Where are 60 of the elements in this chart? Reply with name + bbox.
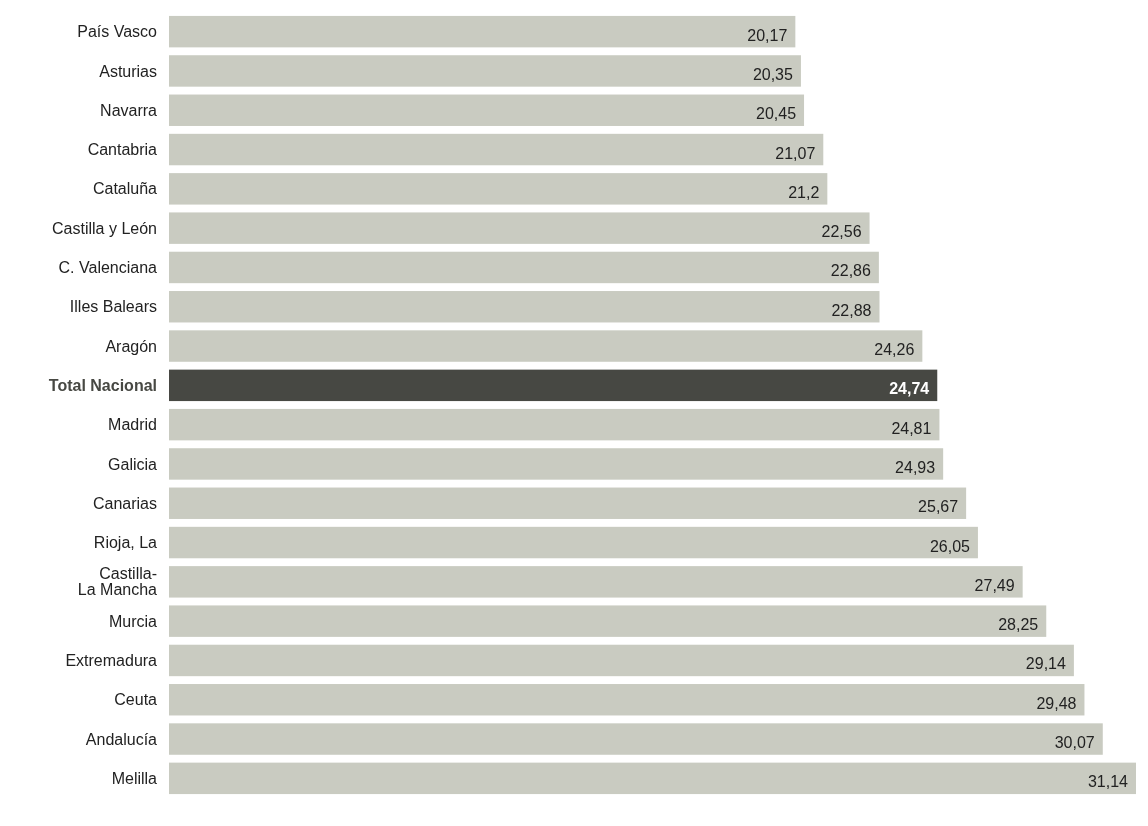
y-tick-label: Rioja, La (93, 534, 158, 552)
bar (169, 94, 805, 126)
bar (169, 55, 801, 87)
y-tick-label: Murcia (108, 612, 158, 630)
data-label: 29,48 (1036, 694, 1077, 712)
data-label: 20,45 (755, 105, 797, 123)
data-label: 21,07 (775, 144, 816, 162)
data-label: 30,07 (1054, 734, 1095, 752)
bar (169, 448, 944, 480)
y-tick-label: Illes Balears (69, 298, 157, 316)
bar (169, 605, 1047, 637)
data-label: 22,86 (830, 262, 871, 280)
data-label: 31,14 (1087, 773, 1129, 791)
y-tick-label: Aragón (105, 337, 157, 355)
data-label: 28,25 (998, 616, 1039, 634)
data-label: 20,35 (752, 65, 794, 83)
y-tick-label: País Vasco (77, 23, 158, 41)
data-label: 22,56 (821, 223, 862, 241)
y-tick-label: Navarra (100, 101, 158, 119)
bar (169, 526, 978, 559)
bar (169, 644, 1074, 677)
bar (169, 251, 879, 284)
data-label: 24,81 (891, 419, 932, 437)
y-tick-label: Castilla- La Mancha (77, 565, 158, 599)
bar (169, 15, 796, 48)
data-label: 20,17 (747, 26, 788, 44)
data-label: 26,05 (929, 537, 971, 555)
y-tick-label: Castilla y León (52, 219, 157, 237)
y-tick-label: Ceuta (114, 691, 158, 709)
data-label: 24,26 (874, 341, 915, 359)
data-label: 29,14 (1025, 655, 1066, 673)
data-label: 24,93 (895, 458, 936, 476)
y-tick-label: C. Valenciana (58, 259, 158, 277)
bar (169, 291, 880, 323)
y-tick-label: Andalucía (85, 730, 158, 748)
y-tick-label: Galicia (108, 455, 158, 473)
y-tick-label: Cataluña (92, 180, 158, 198)
y-tick-label: Asturias (99, 62, 157, 80)
bar (169, 173, 828, 205)
bar (169, 684, 1085, 716)
bar (169, 408, 940, 441)
y-tick-label: Extremadura (65, 652, 158, 670)
bar (169, 762, 1136, 795)
y-tick-label: Total Nacional (48, 376, 157, 394)
data-label: 25,67 (918, 498, 959, 516)
bar (169, 566, 1023, 598)
data-label: 24,74 (889, 380, 930, 398)
y-tick-label: Madrid (108, 416, 157, 434)
data-label: 27,49 (974, 576, 1015, 594)
bar (169, 330, 923, 362)
data-label: 22,88 (831, 301, 872, 319)
bar (169, 133, 824, 166)
y-tick-label: Canarias (92, 494, 157, 512)
bar (169, 487, 967, 519)
data-label: 21,2 (788, 183, 820, 201)
bar (169, 369, 938, 402)
bar (169, 723, 1103, 755)
bar (169, 212, 870, 244)
y-tick-label: Melilla (111, 769, 158, 787)
y-tick-label: Cantabria (87, 141, 158, 159)
